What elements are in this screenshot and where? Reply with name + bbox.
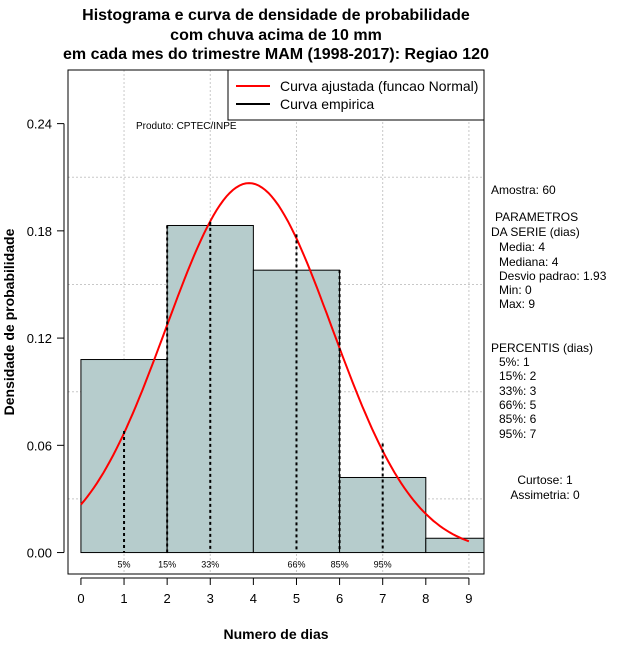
percentile-label-95: 95% bbox=[374, 560, 392, 570]
stat-kurtosis: Curtose: 1 bbox=[517, 473, 573, 487]
axis-layer: 0 1 2 3 4 5 6 7 8 9 0.00 0.06 0.12 0.18 0.24 bbox=[27, 117, 473, 606]
stat-percentiles-title: PERCENTIS (dias) bbox=[491, 341, 594, 355]
histogram-bar-5 bbox=[425, 537, 485, 554]
x-tick-label-1: 1 bbox=[120, 591, 127, 606]
x-tick-label-3: 3 bbox=[207, 591, 214, 606]
percentile-lines-layer: 5% 15% 33% 66% 85% 95% bbox=[118, 221, 392, 570]
percentile-label-33: 33% bbox=[201, 560, 219, 570]
stat-mean: Media: 4 bbox=[499, 240, 546, 254]
stat-p85: 85%: 6 bbox=[499, 412, 537, 426]
stat-median: Mediana: 4 bbox=[499, 255, 559, 269]
x-tick-label-4: 4 bbox=[250, 591, 257, 606]
y-tick-label-0: 0.00 bbox=[27, 546, 52, 561]
x-tick-label-0: 0 bbox=[77, 591, 84, 606]
stat-sd: Desvio padrao: 1.93 bbox=[499, 269, 607, 283]
y-tick-label-2: 0.12 bbox=[27, 331, 52, 346]
y-tick-label-1: 0.06 bbox=[27, 438, 52, 453]
x-tick-label-7: 7 bbox=[379, 591, 386, 606]
stat-p66: 66%: 5 bbox=[499, 398, 537, 412]
legend-box bbox=[227, 69, 485, 121]
percentile-label-15: 15% bbox=[158, 560, 176, 570]
stat-p15: 15%: 2 bbox=[499, 369, 537, 383]
product-note: Produto: CPTEC/INPE bbox=[136, 121, 237, 132]
x-axis-label: Numero de dias bbox=[223, 626, 328, 642]
y-tick-label-4: 0.24 bbox=[27, 117, 52, 132]
percentile-label-66: 66% bbox=[287, 560, 305, 570]
y-tick-label-3: 0.18 bbox=[27, 224, 52, 239]
stat-p95: 95%: 7 bbox=[499, 427, 537, 441]
curve-layer bbox=[80, 182, 470, 543]
x-tick-label-5: 5 bbox=[293, 591, 300, 606]
x-tick-label-8: 8 bbox=[422, 591, 429, 606]
stat-skewness: Assimetria: 0 bbox=[510, 488, 580, 502]
stat-max: Max: 9 bbox=[499, 297, 536, 311]
stat-sample: Amostra: 60 bbox=[491, 183, 556, 197]
stat-p33: 33%: 3 bbox=[499, 384, 537, 398]
stat-params-title-2: DA SERIE (dias) bbox=[491, 225, 580, 239]
chart-title-line-3: em cada mes do trimestre MAM (1998-2017)… bbox=[63, 46, 489, 63]
chart-title-line-2: com chuva acima de 10 mm bbox=[170, 27, 382, 44]
stat-min: Min: 0 bbox=[499, 283, 532, 297]
bars-layer bbox=[80, 224, 485, 554]
legend-fitted-label: Curva ajustada (funcao Normal) bbox=[280, 78, 478, 94]
histogram-bar-2 bbox=[166, 224, 254, 554]
stat-p5: 5%: 1 bbox=[499, 355, 530, 369]
percentile-label-85: 85% bbox=[331, 560, 349, 570]
x-tick-label-9: 9 bbox=[465, 591, 472, 606]
chart-title-line-1: Histograma e curva de densidade de proba… bbox=[82, 7, 470, 24]
x-tick-label-2: 2 bbox=[164, 591, 171, 606]
legend: Curva ajustada (funcao Normal) Curva emp… bbox=[227, 69, 485, 121]
normal-fit-curve bbox=[80, 182, 470, 543]
stat-params-title-1: PARAMETROS bbox=[495, 210, 579, 224]
percentile-label-5: 5% bbox=[118, 560, 131, 570]
x-tick-label-6: 6 bbox=[336, 591, 343, 606]
y-axis-label: Densidade de probabilidade bbox=[1, 228, 17, 415]
legend-empirical-label: Curva empirica bbox=[280, 96, 374, 112]
